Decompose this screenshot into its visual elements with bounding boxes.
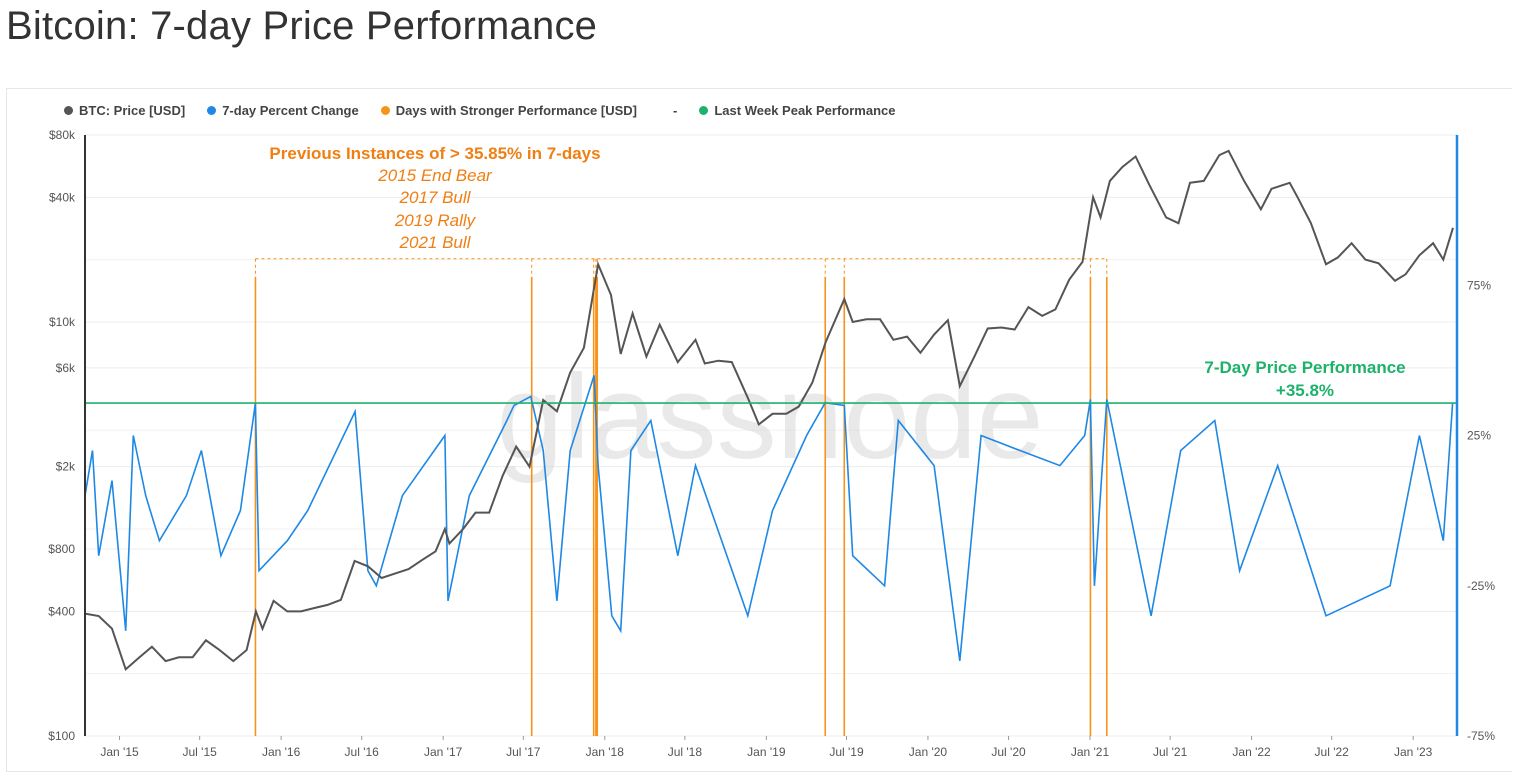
- legend-dot-icon: [699, 106, 709, 115]
- legend-item-7day-change[interactable]: 7-day Percent Change: [207, 103, 359, 118]
- legend-label: -: [673, 103, 678, 118]
- x-tick-label: Jul '15: [183, 745, 218, 759]
- x-tick-label: Jul '17: [506, 745, 541, 759]
- x-tick-label: Jan '20: [909, 745, 948, 759]
- legend-label: BTC: Price [USD]: [79, 103, 186, 118]
- peak-annotation-value: +35.8%: [1276, 381, 1334, 400]
- left-tick-label: $400: [48, 604, 75, 618]
- legend-item-last-week-peak[interactable]: Last Week Peak Performance: [699, 103, 896, 118]
- x-tick-label: Jul '16: [345, 745, 380, 759]
- watermark: glassnode: [496, 350, 1043, 484]
- x-tick-label: Jul '22: [1315, 745, 1350, 759]
- x-tick-label: Jul '20: [991, 745, 1026, 759]
- page-title: Bitcoin: 7-day Price Performance: [6, 4, 598, 48]
- left-axis-ticks: $100 $400 $800 $2k $6k $10k $40k $80k: [48, 128, 76, 743]
- instance-2021: 2021 Bull: [399, 233, 472, 252]
- series-7day-change-line: [84, 375, 1454, 662]
- left-tick-label: $2k: [56, 460, 76, 474]
- right-tick-label: 25%: [1467, 429, 1491, 443]
- x-tick-label: Jan '15: [100, 745, 139, 759]
- stronger-performance-bars: [254, 276, 1108, 736]
- instance-2015: 2015 End Bear: [377, 166, 493, 185]
- grid-lines: [85, 134, 1457, 737]
- left-tick-label: $10k: [49, 315, 76, 329]
- right-tick-label: 75%: [1467, 278, 1491, 292]
- legend-dot-icon: [64, 106, 73, 115]
- legend-dot-icon: [380, 106, 390, 115]
- x-tick-label: Jan '23: [1394, 745, 1433, 759]
- instance-guide-lines: [254, 258, 1108, 277]
- instance-2017: 2017 Bull: [399, 188, 472, 207]
- chart-legend: BTC: Price [USD] 7-day Percent Change Da…: [64, 103, 918, 118]
- x-tick-label: Jan '18: [586, 745, 625, 759]
- x-tick-label: Jul '18: [668, 745, 703, 759]
- x-tick-label: Jan '21: [1071, 745, 1110, 759]
- legend-item-btc-price[interactable]: BTC: Price [USD]: [64, 103, 185, 118]
- x-tick-label: Jan '22: [1232, 745, 1271, 759]
- legend-label: Last Week Peak Performance: [714, 103, 896, 118]
- x-tick-label: Jul '21: [1153, 745, 1188, 759]
- legend-label: 7-day Percent Change: [222, 103, 359, 118]
- right-tick-label: -25%: [1467, 579, 1495, 593]
- right-axis-ticks: -75% -25% 25% 75%: [1467, 278, 1495, 743]
- left-tick-label: $80k: [49, 128, 76, 142]
- x-axis-ticks: Jan '15 Jul '15 Jan '16 Jul '16 Jan '17 Jul '…: [100, 736, 1433, 759]
- legend-dot-icon: [207, 106, 217, 115]
- instance-2019: 2019 Rally: [394, 211, 477, 230]
- chart-panel: [6, 88, 1512, 772]
- right-tick-label: -75%: [1467, 729, 1495, 743]
- left-tick-label: $6k: [56, 361, 76, 375]
- x-tick-label: Jan '17: [424, 745, 463, 759]
- x-tick-label: Jan '16: [262, 745, 301, 759]
- legend-label: Days with Stronger Performance [USD]: [395, 103, 638, 118]
- axes: [84, 135, 1459, 736]
- left-tick-label: $40k: [49, 190, 76, 204]
- series-btc-price-line: [84, 149, 1454, 672]
- peak-annotation-title: 7-Day Price Performance: [1204, 358, 1405, 377]
- x-tick-label: Jan '19: [747, 745, 786, 759]
- legend-item-stronger-days[interactable]: Days with Stronger Performance [USD]: [380, 103, 638, 118]
- left-tick-label: $800: [48, 542, 75, 556]
- legend-item-separator[interactable]: -: [673, 103, 677, 118]
- left-tick-label: $100: [48, 729, 75, 743]
- x-tick-label: Jul '19: [829, 745, 864, 759]
- instances-annotation-title: Previous Instances of > 35.85% in 7-days: [269, 144, 600, 163]
